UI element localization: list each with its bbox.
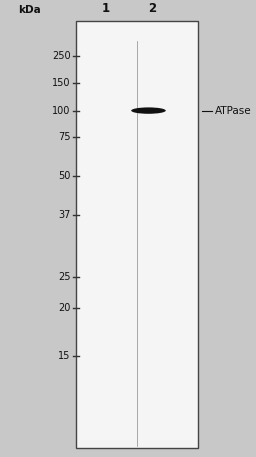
Bar [76, 21, 198, 448]
Text: 100: 100 [52, 106, 70, 116]
Text: kDa: kDa [18, 5, 41, 15]
Ellipse shape [131, 107, 166, 114]
Text: 50: 50 [58, 171, 70, 181]
Text: 1: 1 [102, 2, 110, 15]
Text: 20: 20 [58, 303, 70, 313]
Text: ATPase: ATPase [215, 106, 252, 116]
Text: 37: 37 [58, 210, 70, 220]
Text: 2: 2 [148, 2, 156, 15]
Text: 75: 75 [58, 132, 70, 142]
Text: 15: 15 [58, 351, 70, 361]
Text: 150: 150 [52, 78, 70, 88]
Text: 250: 250 [52, 51, 70, 61]
Text: 25: 25 [58, 272, 70, 282]
